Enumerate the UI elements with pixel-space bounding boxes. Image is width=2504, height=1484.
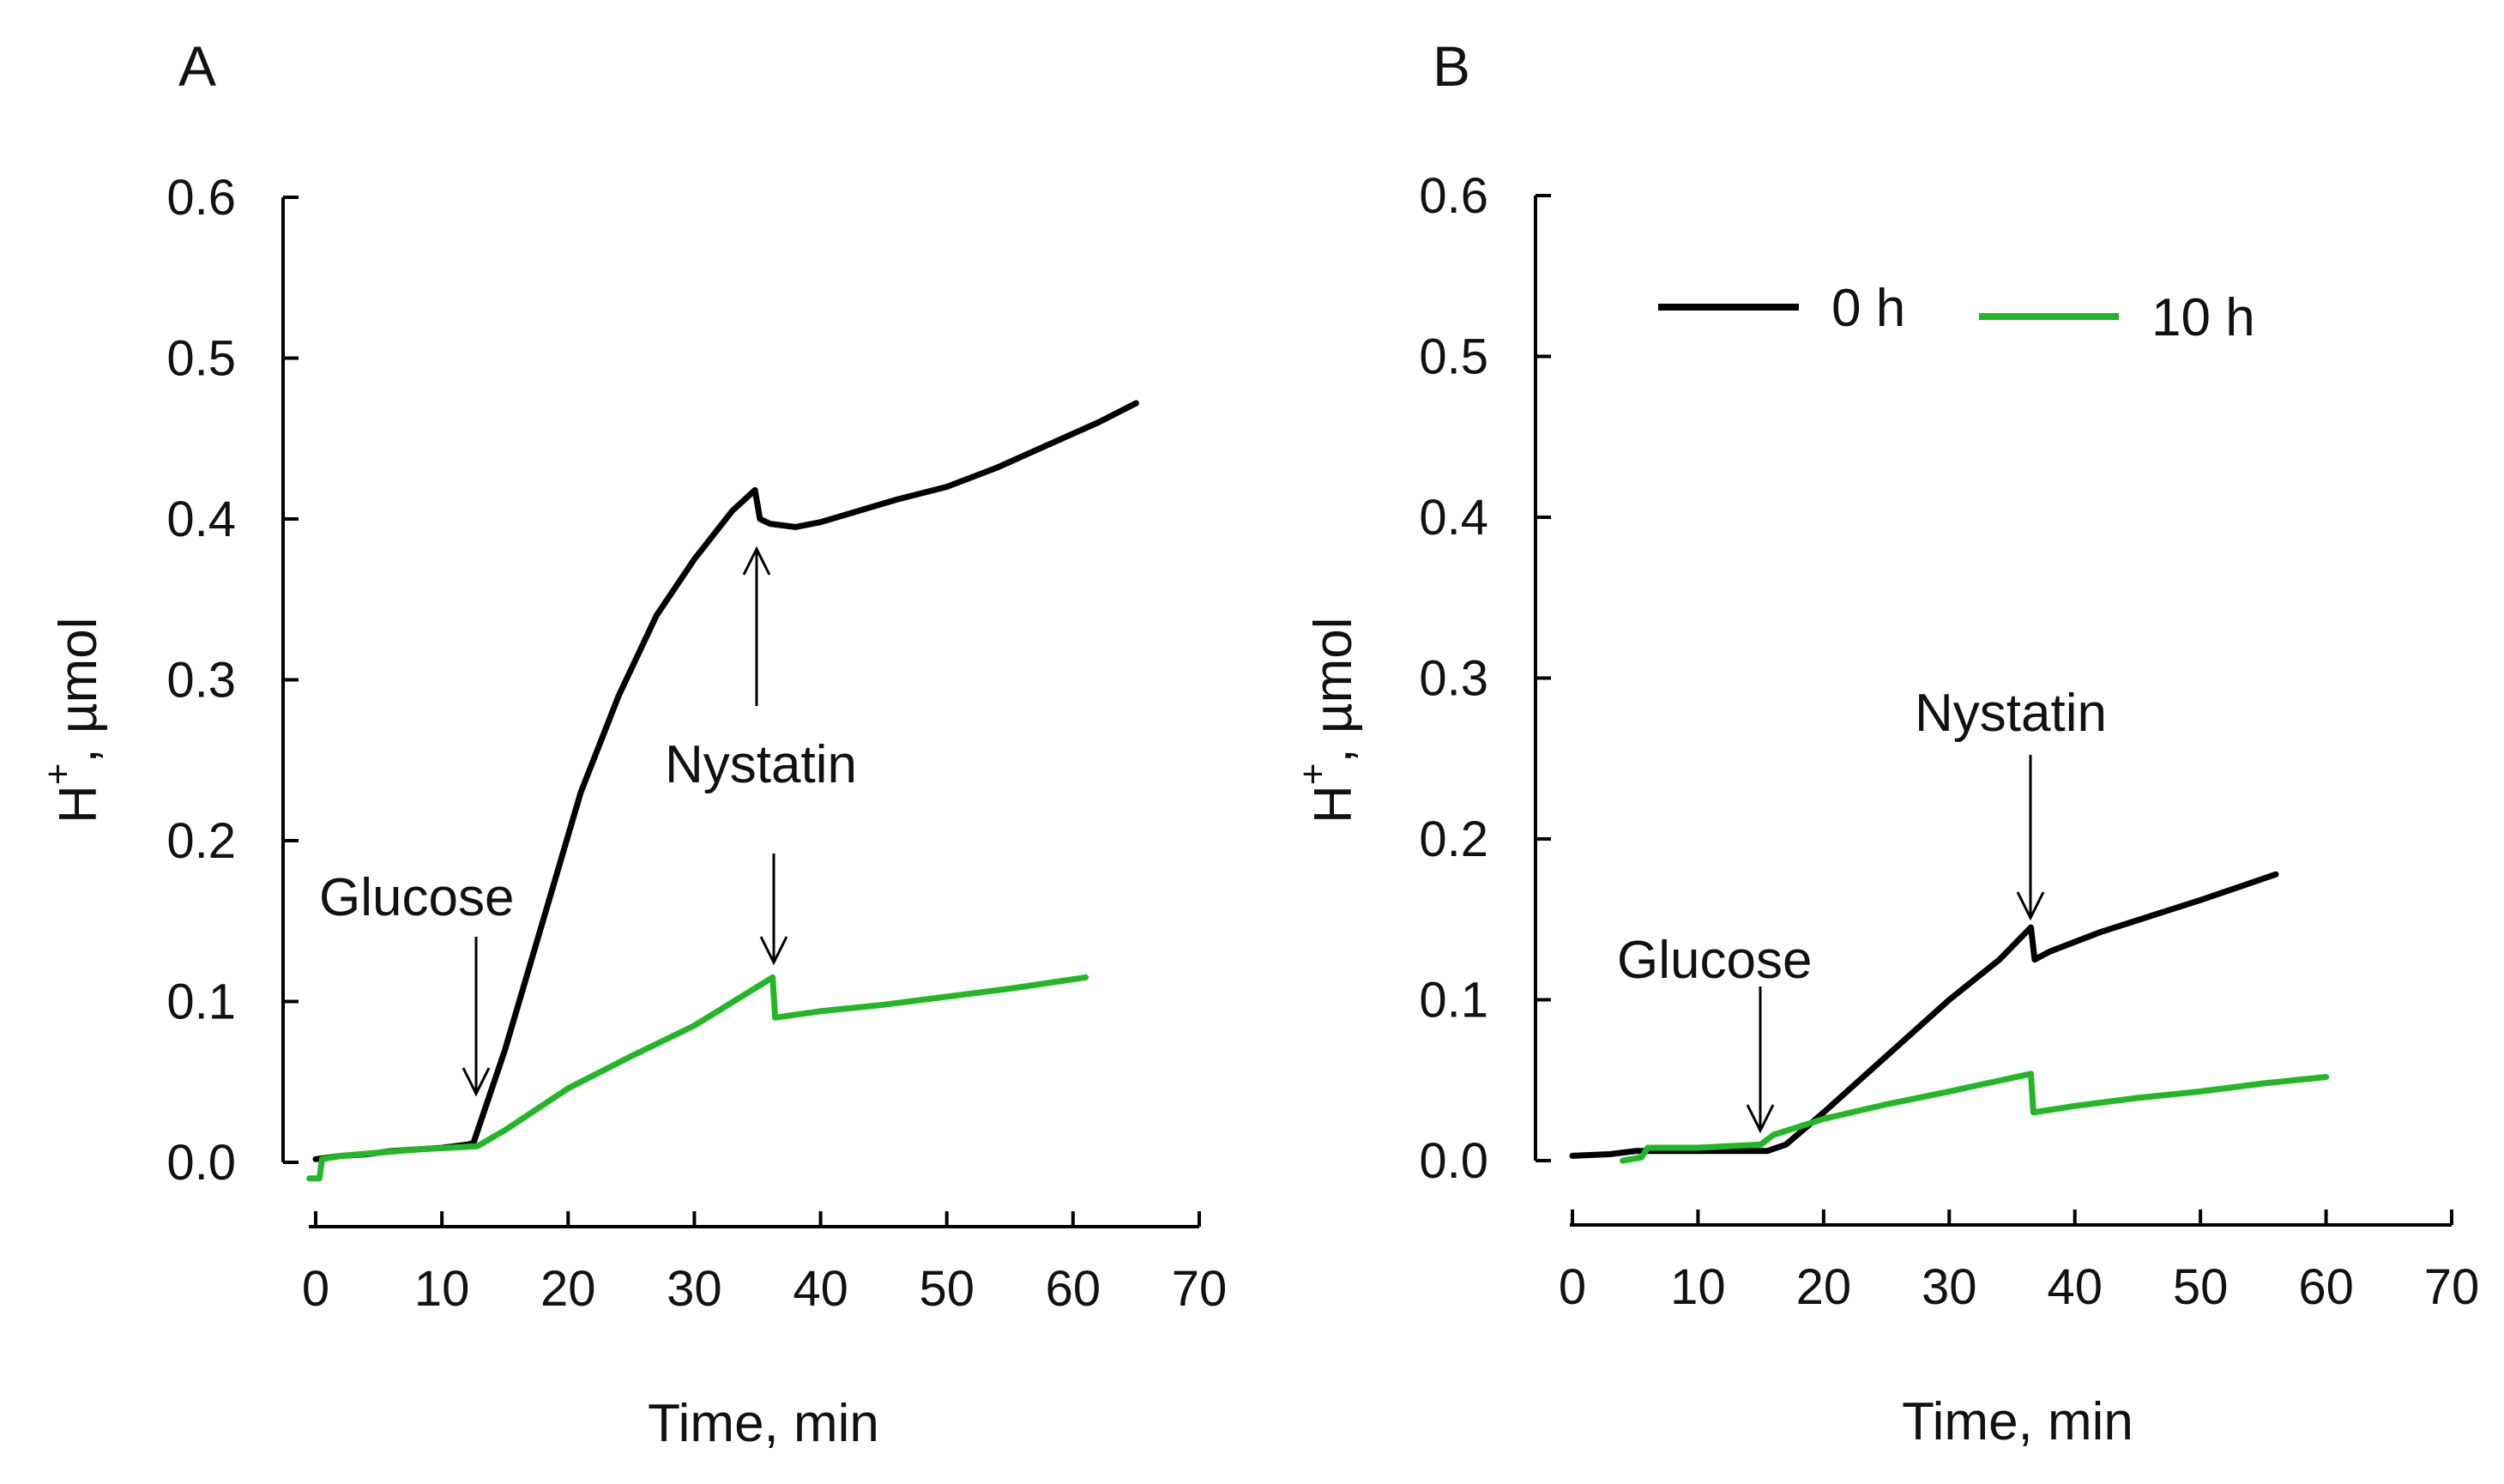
nystatin-arrow-b — [2016, 755, 2045, 921]
panel-b-series — [1569, 871, 2330, 1164]
x-tick-label-a: 30 — [667, 1261, 722, 1317]
panel-a-label: A — [178, 34, 216, 98]
y-tick-label-a: 0.0 — [166, 1135, 236, 1191]
y-tick-label-b: 0.6 — [1419, 168, 1488, 224]
panel-b: B 0.0 0.1 0.2 0.3 0.4 0.5 0.6 0 10 20 30 40 50 60 70 0… — [1292, 34, 2479, 1451]
svg-text:H+, µmol: H+, µmol — [37, 617, 108, 823]
ylabel-a-main: H — [49, 785, 108, 823]
y-tick-label-a: 0.1 — [166, 974, 236, 1030]
glucose-arrow-a — [462, 937, 491, 1097]
panel-a-annotations: Glucose Nystatin — [319, 546, 857, 1097]
x-tick-label-b: 0 — [1559, 1259, 1586, 1315]
ylabel-b-rest: , µmol — [1304, 617, 1363, 763]
panel-a-series — [306, 400, 1139, 1182]
y-tick-label-a: 0.4 — [166, 492, 236, 547]
y-tick-label-b: 0.3 — [1419, 651, 1488, 707]
y-tick-label-a: 0.5 — [166, 331, 236, 387]
nystatin-arrow-a-green — [759, 854, 788, 966]
x-tick-label-a: 0 — [302, 1261, 329, 1317]
y-tick-label-b: 0.0 — [1419, 1133, 1488, 1189]
x-tick-label-a: 50 — [919, 1261, 974, 1317]
x-tick-label-a: 70 — [1172, 1261, 1228, 1317]
glucose-annotation-a: Glucose — [319, 868, 514, 927]
series-10h-a — [306, 974, 1089, 1182]
svg-text:H+, µmol: H+, µmol — [1292, 617, 1363, 823]
nystatin-annotation-b: Nystatin — [1915, 684, 2107, 743]
panel-a-ylabel: H+, µmol — [37, 617, 108, 823]
panel-b-annotations: Glucose Nystatin — [1617, 684, 2107, 1134]
x-tick-label-b: 30 — [1922, 1259, 1977, 1315]
y-tick-label-b: 0.2 — [1419, 811, 1488, 867]
y-tick-label-b: 0.1 — [1419, 973, 1488, 1029]
xlabel-b: Time, min — [1902, 1392, 2133, 1451]
x-tick-label-b: 60 — [2298, 1259, 2354, 1315]
ylabel-a-sup: + — [37, 763, 79, 786]
ylabel-b-main: H — [1304, 785, 1363, 823]
x-tick-label-a: 10 — [414, 1261, 470, 1317]
y-tick-label-a: 0.3 — [166, 653, 236, 709]
x-tick-label-b: 10 — [1670, 1259, 1726, 1315]
series-10h-b — [1620, 1071, 2330, 1164]
ylabel-b-sup: + — [1292, 763, 1334, 786]
x-tick-label-b: 70 — [2424, 1259, 2480, 1315]
panel-b-label: B — [1433, 34, 1470, 98]
y-tick-label-b: 0.5 — [1419, 329, 1488, 385]
nystatin-annotation-a: Nystatin — [665, 735, 857, 794]
y-tick-label-a: 0.2 — [166, 813, 236, 869]
legend-label-10h: 10 h — [2151, 288, 2255, 347]
panel-b-ylabel: H+, µmol — [1292, 617, 1363, 823]
x-tick-label-b: 40 — [2047, 1259, 2103, 1315]
x-tick-label-a: 60 — [1046, 1261, 1101, 1317]
ylabel-a-rest: , µmol — [49, 617, 108, 763]
xlabel-a: Time, min — [648, 1394, 879, 1453]
x-tick-label-b: 50 — [2173, 1259, 2229, 1315]
series-0h-b — [1569, 871, 2279, 1159]
x-tick-label-a: 40 — [793, 1261, 848, 1317]
nystatin-arrow-a-black — [742, 546, 771, 706]
y-tick-label-a: 0.6 — [166, 170, 236, 226]
legend-label-0h: 0 h — [1831, 279, 1905, 338]
x-tick-label-b: 20 — [1796, 1259, 1852, 1315]
panel-b-axes: 0.0 0.1 0.2 0.3 0.4 0.5 0.6 0 10 20 30 40 50 60 70 — [1419, 168, 2479, 1315]
panel-a-axes: 0.0 0.1 0.2 0.3 0.4 0.5 0.6 0 10 20 30 40 50 60 70 — [166, 170, 1227, 1317]
x-tick-label-a: 20 — [540, 1261, 596, 1317]
y-tick-label-b: 0.4 — [1419, 490, 1488, 546]
glucose-annotation-b: Glucose — [1617, 931, 1812, 990]
glucose-arrow-b — [1746, 986, 1775, 1134]
panel-b-legend: 0 h 10 h — [1658, 279, 2255, 347]
panel-a: A 0.0 0.1 0.2 0.3 0.4 0.5 0.6 0 10 20 30 40 50 60 70 G… — [37, 34, 1227, 1453]
